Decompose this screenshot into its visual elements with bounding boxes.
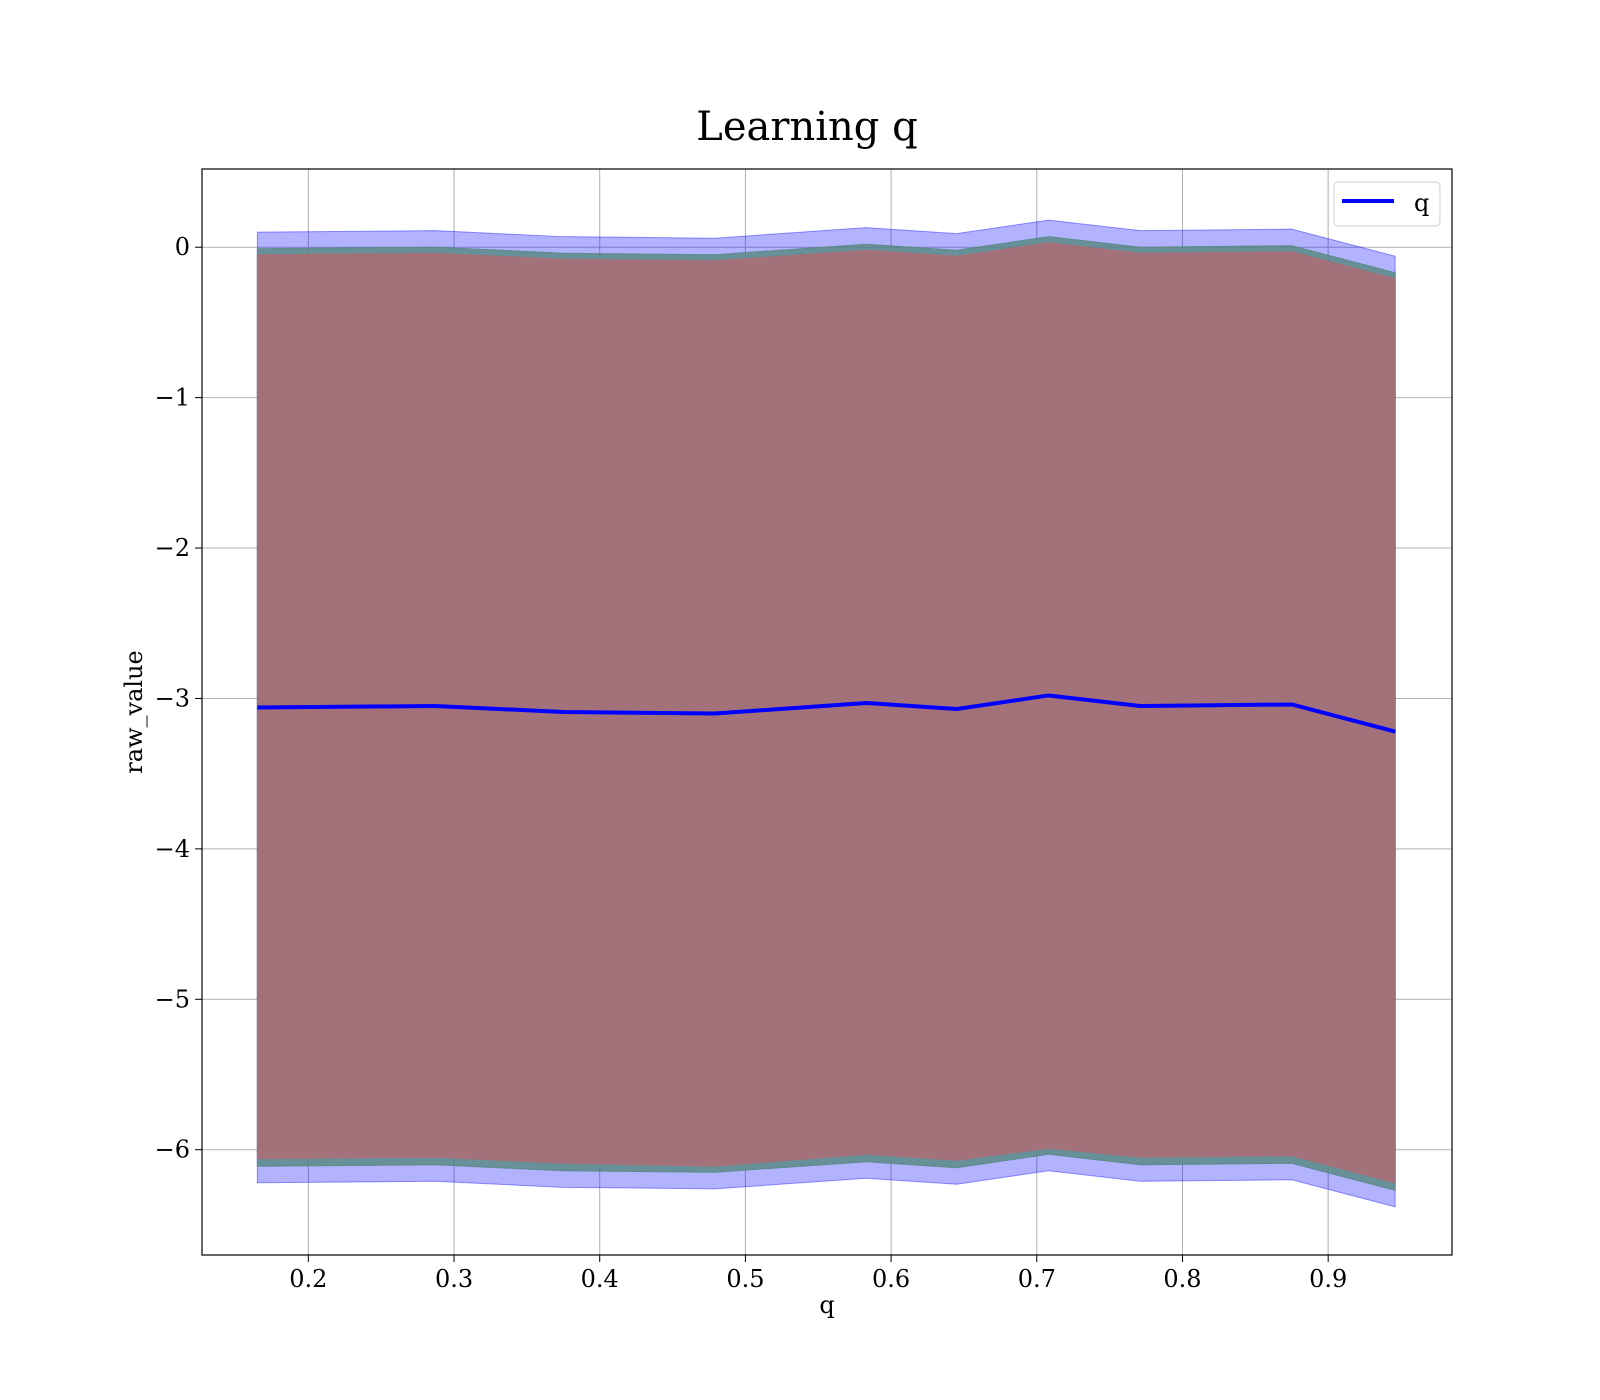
series-lines — [257, 693, 1396, 734]
y-axis-label: raw_value — [120, 650, 148, 774]
y-ticks: 0 −1 −2 −3 −4 −5 −6 — [155, 233, 202, 1164]
x-tick-label: 0.9 — [1309, 1265, 1347, 1293]
y-tick-label: 0 — [175, 233, 190, 261]
x-tick-label: 0.4 — [581, 1265, 619, 1293]
x-axis-label: q — [819, 1291, 834, 1319]
x-tick-label: 0.2 — [289, 1265, 327, 1293]
x-tick-label: 0.7 — [1018, 1265, 1056, 1293]
series-line-q — [257, 693, 1396, 734]
x-tick-label: 0.6 — [872, 1265, 910, 1293]
plot-frame — [201, 168, 1453, 1256]
chart-title: Learning q — [696, 104, 917, 150]
y-tick-label: −6 — [155, 1136, 190, 1164]
y-tick-label: −2 — [155, 534, 190, 562]
x-tick-label: 0.8 — [1163, 1265, 1201, 1293]
y-tick-label: −5 — [155, 985, 190, 1013]
legend: q — [1333, 181, 1441, 227]
y-tick-label: −4 — [155, 835, 190, 863]
confidence-band-2 — [256, 242, 1396, 1184]
x-tick-label: 0.3 — [435, 1265, 473, 1293]
y-tick-label: −1 — [155, 384, 190, 412]
legend-label: q — [1414, 189, 1429, 217]
x-ticks: 0.2 0.3 0.4 0.5 0.6 0.7 0.8 0.9 — [289, 1255, 1347, 1293]
y-tick-label: −3 — [155, 684, 190, 712]
x-tick-label: 0.5 — [726, 1265, 764, 1293]
confidence-bands — [256, 219, 1396, 1208]
legend-box — [1333, 181, 1441, 227]
